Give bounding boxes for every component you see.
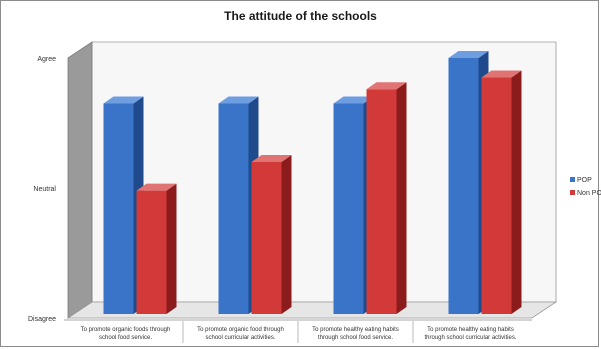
floor (66, 301, 558, 319)
bar (103, 96, 144, 314)
bar-top (333, 96, 374, 104)
bar-side (166, 183, 177, 314)
bar-front (136, 190, 167, 314)
legend: POP Non PO (570, 177, 601, 197)
bar-top (136, 183, 177, 191)
bar-top (481, 70, 522, 78)
bar-top (103, 96, 144, 104)
bar-side (511, 70, 522, 314)
bar-front (448, 58, 479, 314)
bar-top (251, 155, 292, 162)
bar (136, 183, 177, 314)
bar (218, 96, 259, 314)
y-tick-label: Neutral (33, 186, 56, 193)
legend-swatch (570, 177, 575, 182)
bar-front (366, 89, 397, 314)
bars-group (103, 51, 522, 314)
bar-front (481, 77, 512, 314)
bar-top (218, 96, 259, 104)
bar-side (396, 82, 407, 314)
legend-label: POP (577, 177, 592, 184)
bar (366, 82, 407, 314)
bar-front (333, 103, 364, 314)
y-tick-label: Disagree (28, 316, 56, 323)
x-category-label: To promote healthy eating habits through … (424, 327, 516, 341)
y-tick-label: Agree (37, 56, 56, 63)
x-axis-categories: To promote organic foods through school f… (64, 319, 532, 343)
x-category-label: To promote healthy eating habits through … (312, 327, 399, 341)
side-wall (67, 41, 93, 319)
bar-front (103, 103, 134, 314)
bar-front (251, 162, 282, 314)
y-axis-ticks: Agree Neutral Disagree (28, 56, 56, 323)
bar-top (448, 51, 489, 58)
chart-title: The attitude of the schools (224, 9, 377, 23)
bar-front (218, 103, 249, 314)
chart-walls (66, 41, 558, 319)
bar (251, 155, 292, 314)
legend-swatch (570, 190, 575, 195)
bar (481, 70, 522, 314)
x-category-label: To promote organic foods through school f… (81, 327, 171, 341)
bar-side (281, 155, 292, 314)
legend-label: Non PO (577, 190, 601, 197)
x-category-label: To promote organic food through school cu… (197, 327, 284, 341)
bar-top (366, 82, 407, 90)
